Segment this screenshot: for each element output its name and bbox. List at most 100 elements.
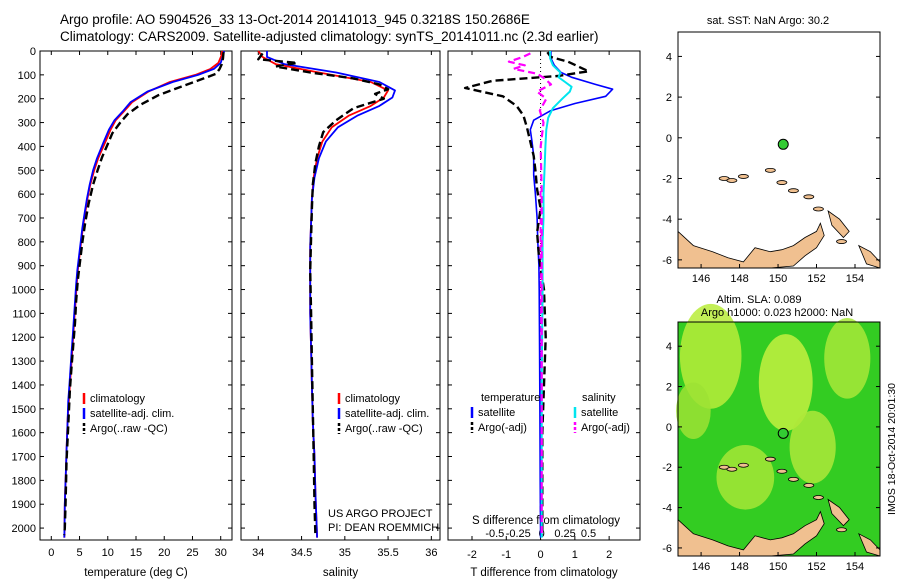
- sst-lon-tick-label: 154: [846, 273, 864, 285]
- temperature-tick-label: 20: [158, 547, 170, 559]
- depth-tick-label: 1200: [12, 332, 36, 344]
- depth-tick-label: 200: [18, 94, 36, 106]
- sdiff-argo-line: [507, 52, 553, 536]
- depth-tick-label: 1000: [12, 285, 36, 297]
- tdiff-legend-title: temperature: [481, 392, 540, 404]
- depth-tick-label: 100: [18, 70, 36, 82]
- temperature-legend-text: Argo(..raw -QC): [90, 423, 168, 435]
- timestamp-text: IMOS 18-Oct-2014 20:01:30: [886, 383, 898, 515]
- sla-lon-tick-label: 152: [807, 561, 825, 573]
- depth-tick-label: 1400: [12, 380, 36, 392]
- temperature-tick-label: 10: [102, 547, 114, 559]
- depth-tick-label: 1600: [12, 428, 36, 440]
- sdiff-satellite-line: [540, 51, 573, 538]
- credit-pi: PI: DEAN ROEMMICH: [328, 522, 439, 534]
- temperature-legend-text: climatology: [90, 393, 146, 405]
- sdiff-legend-title: salinity: [582, 392, 616, 404]
- sla-island: [836, 527, 847, 533]
- sst-island: [726, 178, 738, 183]
- depth-tick-label: 1500: [12, 404, 36, 416]
- sdiff-axis-label: S difference from climatology: [472, 515, 620, 527]
- depth-tick-label: 1300: [12, 356, 36, 368]
- sla-lat-tick-label: 0: [666, 422, 672, 434]
- temperature-series-1: [63, 50, 225, 538]
- sla-lat-tick-label: 4: [666, 341, 672, 353]
- sst-lat-tick-label: -4: [662, 214, 672, 226]
- tdiff-satellite-line: [529, 51, 614, 538]
- sla-island: [726, 466, 738, 472]
- sst-lon-tick-label: 146: [692, 273, 710, 285]
- salinity-series-2: [257, 52, 390, 536]
- temperature-series-2: [63, 52, 225, 536]
- depth-tick-label: 1100: [12, 308, 36, 320]
- salinity-tick-label: 35: [339, 547, 351, 559]
- sla-anomaly-patch: [716, 445, 775, 510]
- sla-anomaly-patch: [824, 317, 871, 399]
- panel-frame-salinity: [240, 50, 441, 541]
- sla-map-title-2: Argo h1000: 0.023 h2000: NaN: [701, 307, 853, 319]
- sla-island: [764, 456, 776, 462]
- temperature-tick-label: 15: [130, 547, 142, 559]
- sst-lat-tick-label: 0: [666, 133, 672, 145]
- tdiff-argo-line: [463, 51, 590, 536]
- temperature-legend-text: satellite-adj. clim.: [90, 408, 174, 420]
- depth-tick-label: 800: [18, 237, 36, 249]
- sdiff-legend-text: satellite: [581, 407, 618, 419]
- sla-island: [788, 476, 799, 482]
- tdiff-legend-text: satellite: [478, 407, 515, 419]
- depth-tick-label: 0: [30, 46, 36, 58]
- sla-map-title-1: Altim. SLA: 0.089: [717, 294, 802, 306]
- sst-land-shape: [827, 210, 850, 239]
- sla-lon-tick-label: 154: [846, 561, 864, 573]
- sst-island: [836, 239, 847, 244]
- temperature-series-0: [63, 50, 224, 538]
- depth-tick-label: 900: [18, 261, 36, 273]
- sla-lat-tick-label: -2: [662, 462, 672, 474]
- salinity-tick-label: 35.5: [377, 547, 398, 559]
- depth-tick-label: 1900: [12, 499, 36, 511]
- sst-lat-tick-label: -6: [662, 255, 672, 267]
- salinity-series-0: [257, 50, 390, 538]
- sst-island: [813, 206, 824, 212]
- difference-tick-label: -1: [501, 549, 511, 561]
- sla-lat-tick-label: 2: [666, 382, 672, 394]
- sla-lon-tick-label: 150: [769, 561, 787, 573]
- depth-tick-label: 2000: [12, 523, 36, 535]
- temperature-tick-label: 25: [186, 547, 198, 559]
- sla-island: [803, 482, 815, 488]
- sla-island: [776, 468, 788, 474]
- sst-island: [764, 167, 776, 173]
- sla-island: [813, 495, 824, 500]
- sla-float-marker: [777, 427, 789, 439]
- sla-lat-tick-label: -4: [662, 503, 672, 515]
- tdiff-axis-label: T difference from climatology: [470, 567, 617, 579]
- sst-lon-tick-label: 150: [769, 273, 787, 285]
- temperature-axis-label: temperature (deg C): [84, 567, 188, 579]
- sst-island: [803, 194, 815, 200]
- sst-island: [776, 180, 788, 185]
- sst-map-frame: [677, 31, 881, 269]
- sst-map-title: sat. SST: NaN Argo: 30.2: [707, 15, 829, 27]
- sst-island: [738, 174, 749, 179]
- sst-lat-tick-label: -2: [662, 173, 672, 185]
- header-line-2: Climatology: CARS2009. Satellite-adjuste…: [60, 29, 599, 44]
- sst-lat-tick-label: 2: [666, 92, 672, 104]
- tdiff-legend-text: Argo(-adj): [478, 422, 527, 434]
- difference-tick-label: -2: [467, 549, 477, 561]
- sdiff-legend-text: Argo(-adj): [581, 422, 630, 434]
- sst-float-marker: [777, 138, 789, 150]
- depth-tick-label: 600: [18, 189, 36, 201]
- temperature-tick-label: 5: [76, 547, 82, 559]
- sla-map-frame: [677, 321, 881, 557]
- sst-island: [788, 188, 799, 194]
- temperature-tick-label: 0: [48, 547, 54, 559]
- sla-lat-tick-label: -6: [662, 543, 672, 555]
- salinity-legend-text: Argo(..raw -QC): [345, 423, 423, 435]
- sla-island: [738, 462, 749, 468]
- sdiff-tick-label: -0.5: [485, 528, 504, 540]
- panel-frame-difference: [447, 50, 641, 541]
- depth-tick-label: 500: [18, 165, 36, 177]
- salinity-legend-text: climatology: [345, 393, 401, 405]
- timestamp-stamp: IMOS 18-Oct-2014 20:01:30: [884, 318, 898, 578]
